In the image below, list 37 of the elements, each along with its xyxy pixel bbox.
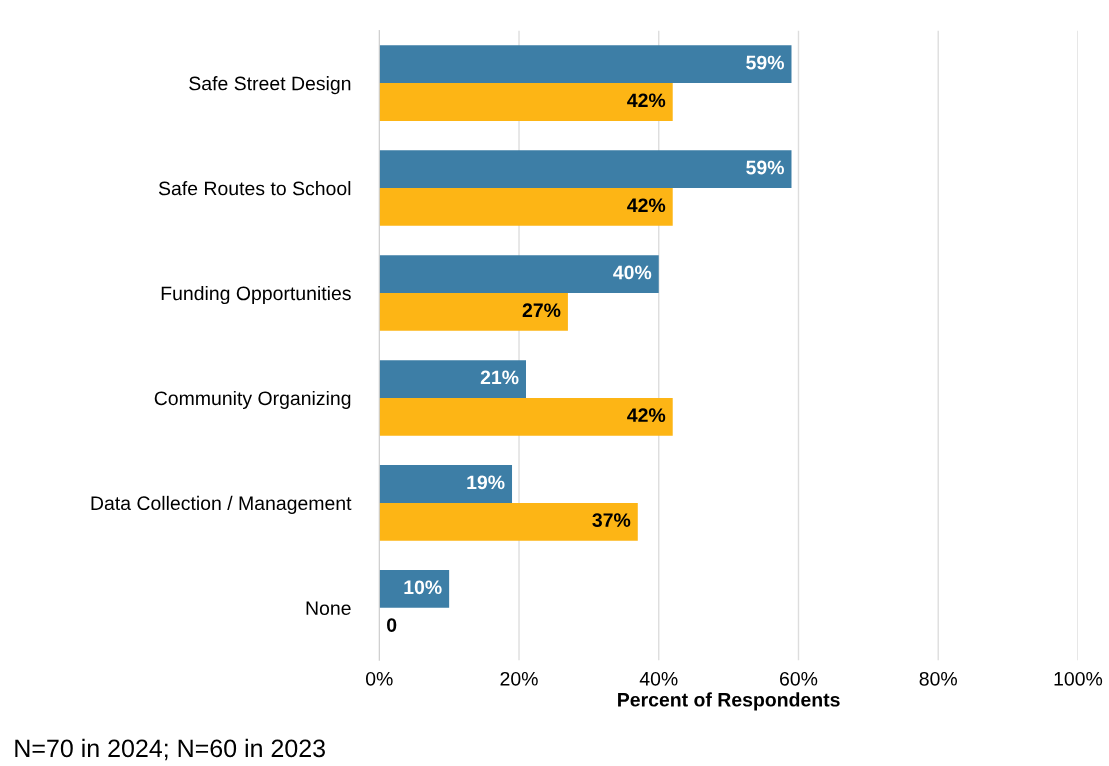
bar (379, 502, 638, 541)
bar (379, 255, 659, 293)
bar (379, 150, 792, 189)
data-label: 37% (592, 513, 631, 528)
y-tick-label: Funding Opportunities (161, 285, 351, 305)
y-tick-label: Data Collection / Management (91, 495, 352, 514)
x-axis-title: Percent of Respondents (618, 692, 840, 711)
bar (379, 292, 568, 331)
x-tick-label: 40% (639, 671, 678, 686)
bar (379, 83, 673, 121)
x-tick-label: 80% (919, 671, 957, 686)
data-label: 10% (404, 580, 442, 595)
data-label: 59% (746, 55, 784, 70)
y-tick-label: Community Organizing (154, 390, 351, 410)
x-tick-label: 0% (365, 671, 393, 686)
bar (379, 570, 450, 608)
data-label: 40% (613, 265, 652, 280)
data-label: 42% (627, 198, 666, 213)
bar (379, 360, 526, 398)
y-tick-label: Safe Street Design (189, 76, 351, 95)
x-tick-label: 20% (500, 671, 538, 686)
text: N=70 in 2024; N=60 in 2023 (15, 738, 325, 761)
data-label: 59% (746, 160, 784, 175)
x-tick-label: 100% (1054, 671, 1103, 686)
bar (379, 465, 513, 503)
y-tick-label: None (306, 601, 351, 616)
data-label: 21% (480, 370, 519, 385)
data-label: 27% (522, 303, 561, 318)
data-label: 42% (627, 408, 666, 423)
bar (379, 188, 673, 226)
data-label: 19% (467, 475, 505, 490)
bar (379, 45, 792, 84)
data-label: 42% (627, 93, 666, 108)
bar (379, 397, 673, 436)
y-tick-label: Safe Routes to School (158, 181, 351, 196)
data-label: 0 (387, 618, 397, 632)
x-tick-label: 60% (780, 671, 818, 686)
